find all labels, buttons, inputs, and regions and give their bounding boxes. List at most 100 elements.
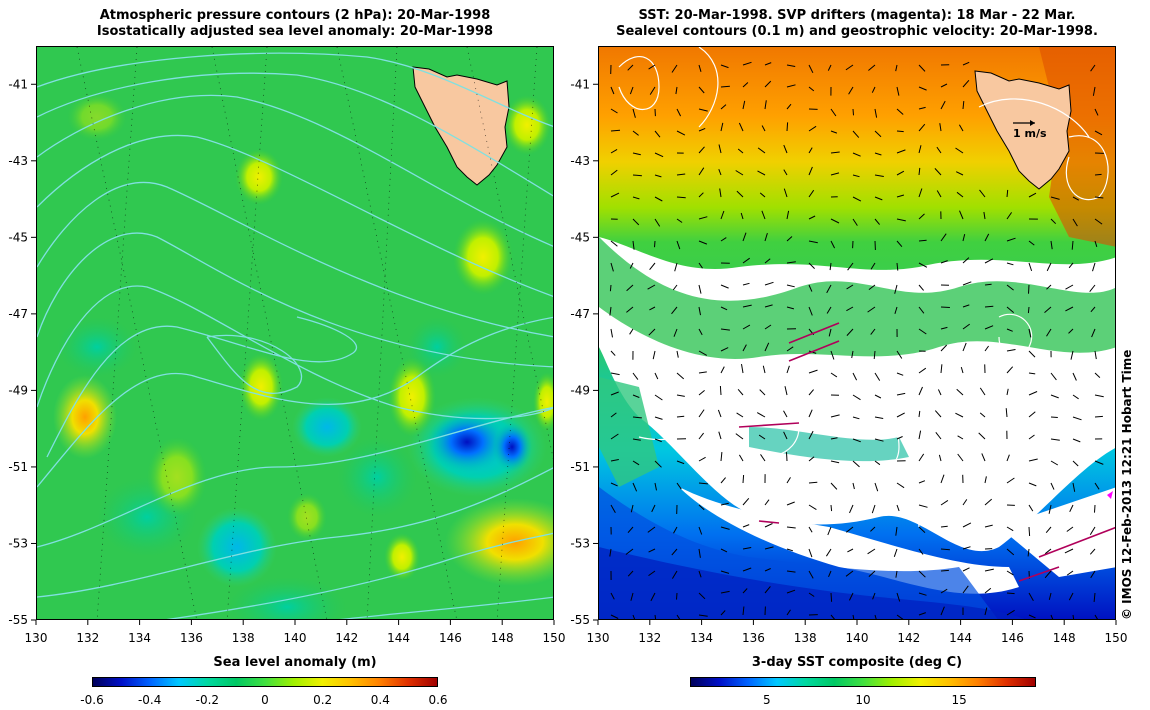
copyright-notice: © IMOS 12-Feb-2013 12:21 Hobart Time bbox=[1120, 349, 1134, 620]
velocity-arrow bbox=[984, 476, 987, 484]
velocity-arrow bbox=[918, 526, 926, 533]
velocity-arrow bbox=[894, 284, 898, 294]
velocity-arrow bbox=[648, 328, 656, 336]
velocity-arrow bbox=[1050, 416, 1058, 418]
velocity-arrow bbox=[671, 548, 678, 556]
velocity-arrow bbox=[1028, 350, 1036, 358]
velocity-arrow bbox=[1028, 391, 1038, 396]
velocity-arrow bbox=[896, 170, 905, 176]
velocity-arrow bbox=[984, 607, 988, 616]
velocity-arrow bbox=[940, 588, 948, 594]
velocity-arrow bbox=[1072, 438, 1081, 443]
velocity-arrow bbox=[808, 570, 814, 579]
velocity-arrow bbox=[852, 438, 861, 443]
right-y-tick-label: -55 bbox=[570, 613, 590, 627]
velocity-arrow bbox=[852, 460, 860, 468]
velocity-arrow bbox=[698, 86, 705, 94]
velocity-arrow bbox=[720, 570, 730, 574]
right-cb-tick-label: 5 bbox=[763, 693, 771, 707]
velocity-arrow bbox=[957, 435, 964, 440]
left-title-line1: Atmospheric pressure contours (2 hPa): 2… bbox=[99, 8, 491, 23]
velocity-arrow bbox=[940, 525, 948, 528]
velocity-arrow bbox=[874, 108, 878, 118]
velocity-arrow bbox=[962, 257, 970, 264]
velocity-arrow bbox=[720, 122, 724, 132]
velocity-arrow bbox=[654, 196, 663, 202]
velocity-arrow bbox=[808, 306, 813, 316]
velocity-arrow bbox=[786, 526, 796, 529]
velocity-arrow bbox=[764, 499, 770, 506]
velocity-arrow bbox=[808, 409, 813, 418]
velocity-arrow bbox=[675, 86, 678, 95]
velocity-arrow bbox=[676, 130, 686, 136]
left-cb-tick-label: 0.4 bbox=[370, 693, 390, 707]
right-x-tick-label: 134 bbox=[690, 631, 713, 645]
left-x-tick-label: 146 bbox=[439, 631, 462, 645]
velocity-arrow bbox=[918, 612, 926, 616]
velocity-arrow bbox=[874, 416, 884, 419]
velocity-arrow bbox=[651, 504, 656, 513]
velocity-arrow bbox=[1028, 262, 1033, 272]
velocity-arrow bbox=[649, 306, 656, 311]
velocity-arrow bbox=[786, 365, 790, 374]
velocity-arrow bbox=[698, 371, 707, 374]
velocity-arrow bbox=[1064, 548, 1074, 554]
right-x-tick-label: 138 bbox=[794, 631, 817, 645]
velocity-arrow bbox=[1050, 196, 1060, 200]
velocity-arrow bbox=[671, 306, 678, 315]
pressure-contours bbox=[37, 52, 553, 619]
velocity-arrow bbox=[654, 152, 664, 158]
velocity-arrow bbox=[871, 86, 876, 93]
velocity-arrow bbox=[940, 344, 948, 352]
velocity-arrow bbox=[632, 152, 641, 156]
velocity-arrow bbox=[1065, 284, 1074, 290]
velocity-arrow bbox=[830, 350, 835, 360]
velocity-arrow bbox=[984, 587, 992, 594]
velocity-arrow bbox=[937, 389, 942, 396]
velocity-arrow bbox=[940, 100, 946, 110]
velocity-arrow bbox=[808, 592, 815, 597]
velocity-arrow bbox=[736, 412, 744, 418]
velocity-arrow bbox=[673, 526, 678, 534]
velocity-arrow bbox=[718, 169, 722, 176]
velocity-arrow bbox=[698, 504, 705, 511]
velocity-arrow bbox=[896, 482, 905, 489]
velocity-arrow bbox=[762, 365, 766, 374]
velocity-arrow bbox=[936, 146, 942, 154]
velocity-arrow bbox=[830, 504, 833, 512]
velocity-arrow bbox=[610, 86, 615, 95]
velocity-arrow bbox=[720, 347, 729, 352]
velocity-arrow bbox=[1072, 196, 1080, 201]
velocity-arrow bbox=[1089, 548, 1096, 555]
velocity-arrow bbox=[676, 394, 685, 397]
velocity-arrow bbox=[984, 345, 990, 352]
velocity-arrow bbox=[959, 210, 964, 220]
velocity-scale-label: 1 m/s bbox=[1013, 127, 1047, 140]
left-y-tick-label: -45 bbox=[8, 230, 28, 244]
velocity-arrow bbox=[984, 258, 994, 264]
velocity-arrow bbox=[808, 86, 815, 92]
left-map-title: Atmospheric pressure contours (2 hPa): 2… bbox=[36, 8, 554, 40]
velocity-arrow bbox=[808, 389, 814, 396]
velocity-arrows bbox=[609, 61, 1104, 619]
velocity-arrow bbox=[979, 189, 986, 198]
velocity-arrow bbox=[610, 192, 620, 198]
velocity-arrow bbox=[956, 388, 964, 396]
velocity-arrow bbox=[672, 284, 678, 291]
velocity-arrow bbox=[698, 456, 706, 462]
velocity-arrow bbox=[852, 196, 862, 202]
velocity-arrow bbox=[654, 372, 659, 380]
velocity-arrow bbox=[1028, 592, 1034, 602]
velocity-arrow bbox=[720, 526, 730, 530]
velocity-arrow bbox=[1044, 306, 1052, 313]
velocity-arrow bbox=[1094, 394, 1104, 398]
velocity-arrow bbox=[764, 100, 767, 110]
velocity-arrow bbox=[1006, 388, 1009, 396]
right-y-tick-label: -49 bbox=[570, 383, 590, 397]
left-x-tick-label: 134 bbox=[128, 631, 151, 645]
velocity-arrow bbox=[760, 454, 766, 462]
velocity-arrow bbox=[650, 592, 656, 602]
velocity-arrow bbox=[720, 477, 726, 484]
velocity-arrow bbox=[783, 144, 788, 154]
velocity-arrow bbox=[652, 350, 656, 360]
